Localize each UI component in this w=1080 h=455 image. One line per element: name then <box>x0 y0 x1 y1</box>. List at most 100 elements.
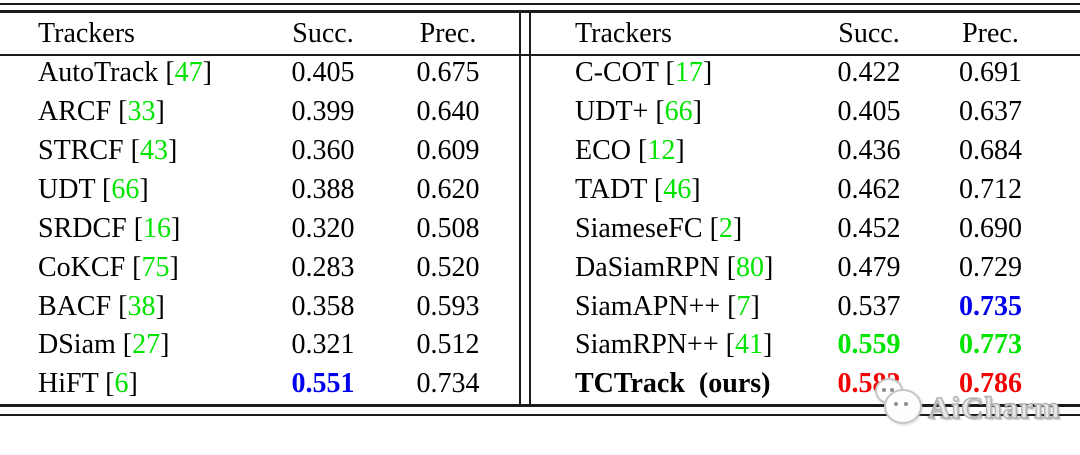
prec-value: 0.729 <box>959 251 1022 283</box>
prec-value: 0.520 <box>416 251 480 283</box>
tracker-name: AutoTrack <box>38 57 159 89</box>
prec-value: 0.684 <box>959 135 1022 167</box>
table-row: DSiam [27] 0.321 0.512 <box>38 326 515 365</box>
table-row: HiFT [6] 0.551 0.734 <box>38 365 515 404</box>
citation-number: 17 <box>674 57 703 89</box>
succ-value: 0.399 <box>291 96 355 128</box>
citation-ref: [38] <box>118 290 165 322</box>
aicharm-logo-icon <box>868 376 926 428</box>
citation-number: 27 <box>132 329 161 361</box>
tracker-name: ARCF <box>38 96 112 128</box>
citation-ref: [7] <box>727 290 760 322</box>
table-row: SiameseFC [2] 0.452 0.690 <box>575 209 1055 248</box>
prec-value: 0.735 <box>959 290 1022 322</box>
table-row: AutoTrack [47] 0.405 0.675 <box>38 54 515 93</box>
prec-value: 0.691 <box>959 57 1022 89</box>
table-row: SiamRPN++ [41] 0.559 0.773 <box>575 326 1055 365</box>
prec-value: 0.508 <box>416 212 480 244</box>
citation-number: 33 <box>127 96 156 128</box>
table-row: STRCF [43] 0.360 0.609 <box>38 132 515 171</box>
citation-number: 66 <box>111 174 140 205</box>
citation-number: 43 <box>139 135 168 167</box>
prec-value: 0.675 <box>416 57 480 89</box>
succ-value: 0.479 <box>837 251 901 283</box>
prec-value: 0.640 <box>416 96 480 128</box>
citation-ref: [27] <box>122 329 170 361</box>
column-divider-left-rule <box>519 13 521 404</box>
table-row: CoKCF [75] 0.283 0.520 <box>38 248 515 287</box>
citation-number: 16 <box>143 212 172 244</box>
tracker-name: DSiam <box>38 329 116 361</box>
citation-number: 7 <box>736 290 751 322</box>
citation-ref: [66] <box>102 174 149 205</box>
succ-value: 0.360 <box>291 135 355 167</box>
table-header-row: Trackers Succ. Prec. <box>575 13 1055 54</box>
tracker-name: UDT+ <box>575 96 649 128</box>
succ-value: 0.405 <box>837 96 901 128</box>
citation-ref: [75] <box>132 251 179 283</box>
prec-value: 0.637 <box>959 96 1022 128</box>
citation-ref: [6] <box>105 368 138 400</box>
tracker-name: SiamRPN++ <box>575 329 719 361</box>
succ-value: 0.321 <box>291 329 355 361</box>
citation-number: 12 <box>647 135 676 167</box>
prec-value: 0.690 <box>959 212 1022 244</box>
prec-value: 0.593 <box>416 290 480 322</box>
citation-ref: [12] <box>638 135 685 167</box>
citation-number: 80 <box>736 251 765 283</box>
table-right-panel: Trackers Succ. Prec. C-COT [17] 0.422 0.… <box>575 13 1055 404</box>
top-rule-thin <box>0 3 1080 5</box>
bottom-rule-thin <box>0 414 1080 416</box>
header-succ: Succ. <box>292 17 354 49</box>
tracker-name: UDT <box>38 174 96 205</box>
citation-ref: [46] <box>653 174 701 205</box>
tracker-name: C-COT <box>575 57 659 89</box>
top-rule-thick <box>0 10 1080 13</box>
tracker-name: TADT <box>575 174 647 205</box>
table-left-panel: Trackers Succ. Prec. AutoTrack [47] 0.40… <box>38 13 515 404</box>
table-row-ours: TCTrack (ours) 0.582 0.786 <box>575 365 1055 404</box>
succ-value: 0.320 <box>291 212 355 244</box>
succ-value: 0.358 <box>291 290 355 322</box>
citation-ref: [41] <box>725 329 773 361</box>
succ-value: 0.283 <box>291 251 355 283</box>
prec-value: 0.512 <box>416 329 480 361</box>
citation-number: 38 <box>127 290 156 322</box>
succ-value: 0.422 <box>837 57 901 89</box>
header-trackers: Trackers <box>38 17 135 49</box>
table-row: SiamAPN++ [7] 0.537 0.735 <box>575 287 1055 326</box>
citation-number: 75 <box>141 251 170 283</box>
prec-value: 0.712 <box>959 174 1022 205</box>
table-row: ECO [12] 0.436 0.684 <box>575 132 1055 171</box>
table-row: UDT [66] 0.388 0.620 <box>38 171 515 210</box>
succ-value: 0.405 <box>291 57 355 89</box>
citation-ref: [80] <box>726 251 774 283</box>
watermark: AiCharm <box>868 376 1061 428</box>
citation-number: 66 <box>664 96 693 128</box>
citation-number: 2 <box>718 212 733 244</box>
citation-number: 41 <box>734 329 763 361</box>
tracker-name: STRCF <box>38 135 124 167</box>
tracker-name: BACF <box>38 290 112 322</box>
citation-ref: [16] <box>133 212 181 244</box>
prec-value: 0.620 <box>416 174 480 205</box>
table-row: SRDCF [16] 0.320 0.508 <box>38 209 515 248</box>
header-trackers: Trackers <box>575 17 672 49</box>
citation-ref: [33] <box>118 96 165 128</box>
succ-value: 0.436 <box>837 135 901 167</box>
header-prec: Prec. <box>962 17 1019 49</box>
tracker-name: SiameseFC <box>575 212 703 244</box>
succ-value: 0.462 <box>837 174 901 205</box>
prec-value: 0.609 <box>416 135 480 167</box>
prec-value: 0.734 <box>416 368 480 400</box>
tracker-name: DaSiamRPN <box>575 251 720 283</box>
citation-number: 6 <box>114 368 129 400</box>
watermark-text: AiCharm <box>927 389 1061 425</box>
tracker-name: CoKCF <box>38 251 126 283</box>
table-row: ARCF [33] 0.399 0.640 <box>38 93 515 132</box>
succ-value: 0.559 <box>837 329 901 361</box>
header-prec: Prec. <box>419 17 477 49</box>
table-row: BACF [38] 0.358 0.593 <box>38 287 515 326</box>
header-separator-rule <box>0 54 1080 56</box>
citation-ref: [17] <box>665 57 713 89</box>
